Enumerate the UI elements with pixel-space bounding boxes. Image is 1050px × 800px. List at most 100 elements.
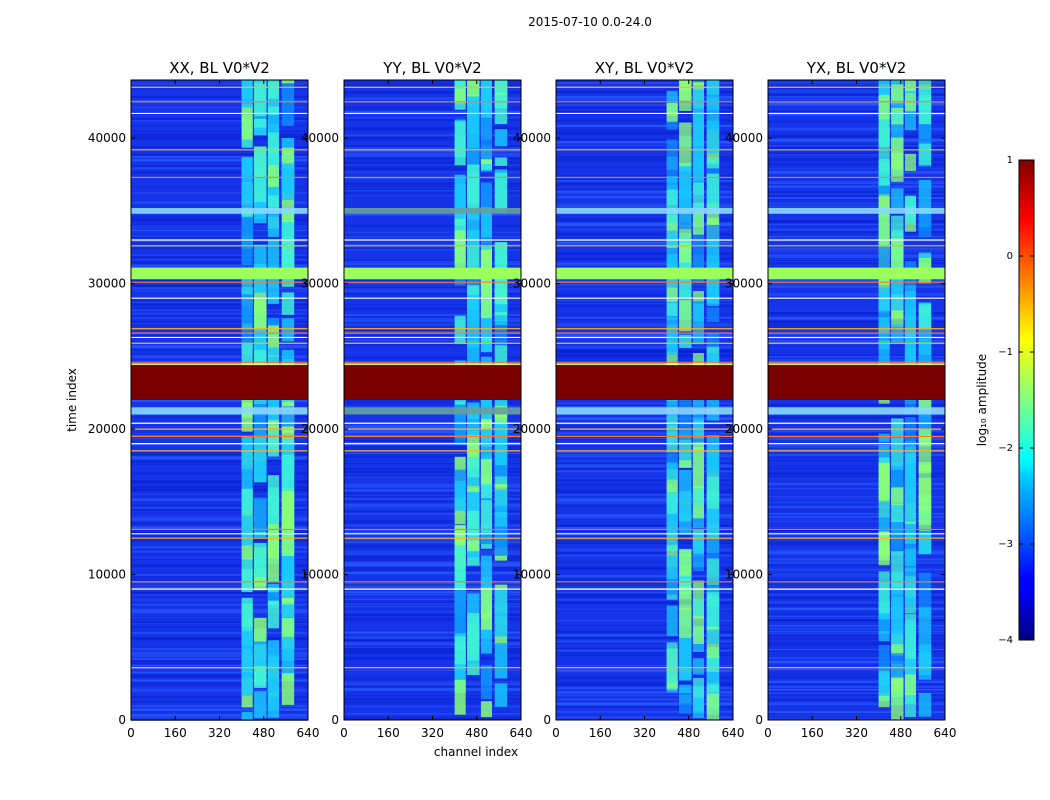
noise-row <box>344 618 521 622</box>
noise-row <box>768 96 945 98</box>
noise-row <box>131 626 308 628</box>
noise-row <box>131 621 308 624</box>
noise-row <box>556 125 733 127</box>
rfi-band-segment <box>679 637 692 681</box>
noise-row <box>768 674 945 677</box>
noise-row <box>768 279 945 282</box>
noise-row <box>344 167 521 170</box>
noise-row <box>768 170 945 174</box>
noise-row <box>768 310 945 312</box>
noise-row <box>344 650 521 653</box>
noise-row <box>344 462 521 463</box>
noise-row <box>556 262 733 264</box>
y-tick-label: 30000 <box>88 277 126 291</box>
rfi-band-segment <box>467 612 480 651</box>
noise-row <box>768 205 945 207</box>
noise-row <box>344 683 521 685</box>
x-tick-label: 0 <box>340 726 348 740</box>
noise-row <box>768 353 945 357</box>
noise-row <box>131 192 308 194</box>
rfi-band-segment <box>454 649 466 693</box>
colorbar-tick-label: 0 <box>1007 251 1013 262</box>
noise-row <box>344 339 521 341</box>
noise-row <box>344 405 521 408</box>
noise-row <box>768 619 945 621</box>
noise-row <box>768 583 945 585</box>
noise-row <box>344 307 521 311</box>
rfi-band-segment <box>878 433 890 443</box>
noise-row <box>131 235 308 238</box>
rfi-band-segment <box>692 182 704 209</box>
noise-row <box>131 254 308 256</box>
y-tick-label: 20000 <box>513 422 551 436</box>
noise-row <box>768 564 945 566</box>
noise-row <box>131 489 308 492</box>
noise-row <box>556 304 733 307</box>
colorbar-tick-label: −2 <box>998 443 1013 454</box>
rfi-band-segment <box>878 94 890 120</box>
rfi-band-segment <box>679 590 692 611</box>
noise-row <box>768 628 945 630</box>
rfi-band-segment <box>904 417 916 453</box>
rfi-band-segment <box>692 697 704 714</box>
noise-row <box>344 282 521 284</box>
noise-row <box>131 604 308 606</box>
noise-row <box>768 283 945 285</box>
noise-row <box>556 157 733 160</box>
rfi-band-segment <box>254 435 267 476</box>
noise-row <box>768 196 945 200</box>
rfi-band-segment <box>904 87 916 112</box>
noise-row <box>344 344 521 346</box>
rfi-band-segment <box>904 351 916 364</box>
noise-row <box>768 456 945 459</box>
rfi-band-segment <box>666 349 678 369</box>
noise-row <box>556 546 733 548</box>
noise-row <box>768 607 945 610</box>
noise-row <box>768 673 945 675</box>
noise-row <box>344 552 521 555</box>
noise-row <box>768 676 945 679</box>
noise-row <box>131 290 308 292</box>
rfi-band-segment <box>666 103 678 116</box>
noise-row <box>556 334 733 336</box>
figure-suptitle: 2015-07-10 0.0-24.0 <box>528 15 652 29</box>
noise-row <box>556 579 733 582</box>
rfi-band-segment <box>281 401 295 410</box>
noise-row <box>131 299 308 303</box>
noise-row <box>131 241 308 243</box>
noise-row <box>131 190 308 193</box>
noise-row <box>768 127 945 131</box>
noise-row <box>344 190 521 192</box>
rfi-band-segment <box>891 613 904 645</box>
rfi-band-segment <box>878 185 890 195</box>
noise-row <box>131 400 308 403</box>
noise-row <box>556 654 733 656</box>
noise-row <box>131 157 308 159</box>
noise-row <box>556 489 733 493</box>
noise-row <box>768 513 945 515</box>
rfi-band-segment <box>454 385 466 418</box>
noise-row <box>131 313 308 315</box>
noise-row <box>768 568 945 571</box>
noise-row <box>556 568 733 570</box>
noise-row <box>344 169 521 172</box>
noise-row <box>556 652 733 654</box>
noise-row <box>556 582 733 584</box>
noise-row <box>131 585 308 587</box>
noise-row <box>131 482 308 485</box>
noise-row <box>768 702 945 706</box>
noise-row <box>556 299 733 303</box>
rfi-band-segment <box>904 692 916 717</box>
noise-row <box>768 438 945 440</box>
noise-row <box>556 166 733 168</box>
noise-row <box>556 455 733 458</box>
y-tick-label: 10000 <box>513 568 551 582</box>
rfi-band-segment <box>692 352 704 368</box>
noise-row <box>768 181 945 185</box>
noise-row <box>768 134 945 137</box>
rfi-band-segment <box>480 587 492 630</box>
noise-row <box>556 188 733 191</box>
noise-row <box>131 335 308 338</box>
noise-row <box>131 230 308 232</box>
noise-row <box>344 532 521 534</box>
